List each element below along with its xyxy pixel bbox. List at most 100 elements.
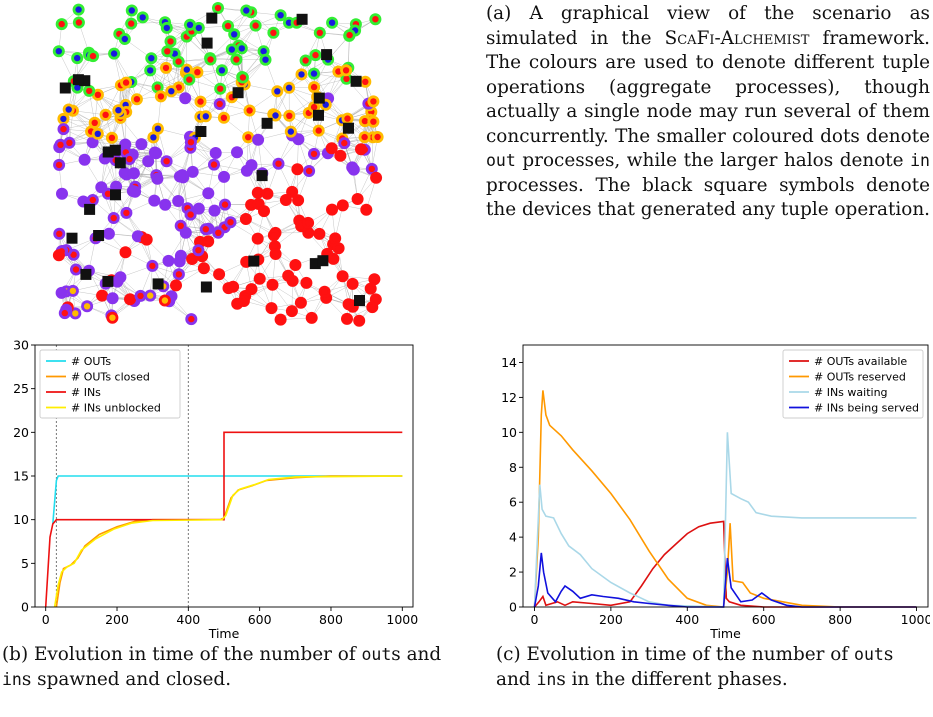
network-node xyxy=(125,4,138,17)
node-dot xyxy=(294,166,301,173)
source-device-square xyxy=(317,255,329,267)
plot-frame xyxy=(522,344,929,608)
caption-b: (b) Evolution in time of the number of o… xyxy=(2,643,442,692)
node-dot xyxy=(58,289,65,297)
network-node xyxy=(230,53,243,66)
node-dot xyxy=(240,297,248,305)
network-node xyxy=(209,147,222,159)
node-dot xyxy=(321,288,328,295)
node-dot xyxy=(98,184,105,191)
network-node xyxy=(355,143,367,156)
network-node xyxy=(340,64,353,77)
network-node xyxy=(340,72,353,85)
network-node xyxy=(202,187,215,200)
node-dot xyxy=(374,133,381,141)
source-device-square xyxy=(296,13,308,25)
node-dot xyxy=(58,20,65,28)
node-dot xyxy=(129,187,136,195)
network-node xyxy=(145,52,158,65)
series-line xyxy=(533,390,917,608)
source-device-square xyxy=(206,12,218,24)
node-dot xyxy=(269,281,276,288)
network-node xyxy=(114,271,127,284)
node-dot xyxy=(154,125,162,132)
y-tick-label: 30 xyxy=(13,338,29,353)
node-dot xyxy=(70,251,77,258)
network-node xyxy=(249,19,262,32)
node-dot xyxy=(105,230,113,237)
caption-c-label: (c) xyxy=(496,644,521,665)
network-node xyxy=(186,165,199,178)
node-dot xyxy=(61,309,68,317)
network-node xyxy=(303,165,316,177)
node-dot xyxy=(175,58,182,65)
network-node xyxy=(151,81,164,94)
legend-entry: # INs unblocked xyxy=(71,402,161,415)
caption-b-code-in: in xyxy=(2,669,22,689)
node-dot xyxy=(197,98,204,105)
node-dot xyxy=(186,76,193,83)
network-node xyxy=(358,115,371,128)
x-tick-label: 200 xyxy=(105,612,129,627)
network-node xyxy=(144,289,157,302)
node-dot xyxy=(368,165,375,173)
node-dot xyxy=(328,19,336,26)
node-dot xyxy=(298,71,305,78)
network-node xyxy=(334,149,347,162)
node-dot xyxy=(220,173,228,181)
network-node xyxy=(313,26,326,39)
caption-b-text-3: s spawned and closed. xyxy=(21,668,232,690)
node-dot xyxy=(231,31,238,38)
network-node xyxy=(218,170,230,183)
source-device-square xyxy=(232,87,244,99)
node-dot xyxy=(305,167,313,175)
node-dot xyxy=(89,196,96,204)
node-dot xyxy=(210,161,218,168)
legend-entry: # OUTs xyxy=(71,355,111,368)
node-dot xyxy=(65,106,72,113)
node-dot xyxy=(104,190,112,197)
node-dot xyxy=(55,48,62,55)
node-dot xyxy=(72,310,79,317)
network-node xyxy=(53,227,66,240)
source-device-square xyxy=(110,189,121,201)
node-dot xyxy=(272,112,279,119)
node-dot xyxy=(182,229,189,236)
node-dot xyxy=(150,134,157,141)
node-dot xyxy=(94,91,102,99)
network-node xyxy=(112,104,125,117)
network-node xyxy=(72,16,85,29)
source-device-square xyxy=(84,203,96,215)
source-device-square xyxy=(59,82,71,94)
network-node xyxy=(172,55,185,68)
source-device-square xyxy=(200,281,212,293)
network-node xyxy=(308,81,321,94)
node-dot xyxy=(328,145,335,152)
y-tick-label: 25 xyxy=(13,381,29,396)
node-dot xyxy=(75,6,82,13)
node-dot xyxy=(183,66,190,73)
node-dot xyxy=(83,303,91,310)
node-dot xyxy=(122,79,130,86)
source-device-square xyxy=(102,275,114,287)
series-line xyxy=(55,475,403,608)
network-node xyxy=(225,43,238,56)
node-dot xyxy=(126,296,134,303)
node-dot xyxy=(243,7,250,14)
network-node xyxy=(228,28,241,41)
node-dot xyxy=(211,207,218,214)
network-node xyxy=(237,295,250,307)
network-node xyxy=(197,262,210,275)
node-dot xyxy=(308,314,315,322)
node-dot xyxy=(218,67,226,74)
network-node xyxy=(162,254,175,267)
x-axis-label: Time xyxy=(208,626,240,641)
node-dot xyxy=(289,277,296,285)
network-node xyxy=(341,312,353,325)
network-node xyxy=(217,111,230,124)
node-dot xyxy=(89,139,96,146)
node-dot xyxy=(205,238,212,245)
network-node xyxy=(184,208,197,221)
source-device-square xyxy=(93,230,105,241)
network-node xyxy=(286,185,299,198)
